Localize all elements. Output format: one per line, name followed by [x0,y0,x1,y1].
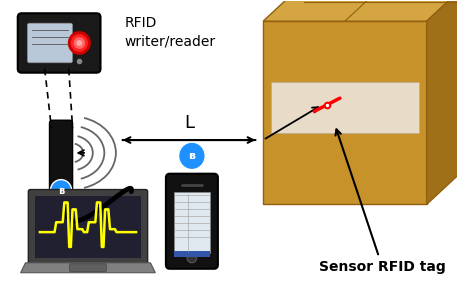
Text: Sensor RFID tag: Sensor RFID tag [319,129,446,274]
Polygon shape [271,82,419,133]
FancyBboxPatch shape [173,192,210,253]
Polygon shape [263,21,427,204]
Polygon shape [21,263,155,273]
FancyBboxPatch shape [49,120,73,196]
FancyBboxPatch shape [18,13,100,73]
FancyBboxPatch shape [173,251,210,257]
FancyBboxPatch shape [35,196,141,258]
Circle shape [71,34,88,52]
FancyBboxPatch shape [28,190,147,265]
Circle shape [76,40,82,46]
FancyBboxPatch shape [27,23,73,63]
Polygon shape [427,0,467,204]
Text: ʙ: ʙ [188,151,195,161]
Circle shape [68,31,91,55]
Text: ʙ: ʙ [58,186,64,196]
Circle shape [187,253,197,263]
FancyBboxPatch shape [166,174,218,269]
Text: RFID
writer/reader: RFID writer/reader [125,16,216,49]
Polygon shape [263,0,467,21]
Circle shape [50,180,72,201]
Text: L: L [184,114,194,132]
Circle shape [73,37,85,49]
FancyBboxPatch shape [70,264,106,272]
Circle shape [178,142,205,170]
